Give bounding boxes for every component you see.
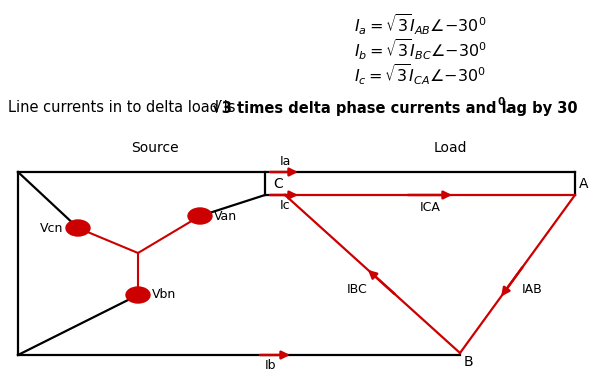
Text: $I_a = \sqrt{3}I_{AB}\angle{-30^0}$: $I_a = \sqrt{3}I_{AB}\angle{-30^0}$ (354, 12, 486, 37)
Text: Source: Source (131, 141, 179, 155)
Text: √3 times delta phase currents and lag by 30: √3 times delta phase currents and lag by… (212, 100, 578, 116)
Text: $I_c = \sqrt{3}I_{CA}\angle{-30^0}$: $I_c = \sqrt{3}I_{CA}\angle{-30^0}$ (354, 62, 486, 87)
Text: 0: 0 (497, 97, 504, 107)
Ellipse shape (126, 287, 150, 303)
Text: Load: Load (433, 141, 467, 155)
Text: Vcn: Vcn (40, 221, 63, 234)
Text: $I_b = \sqrt{3}I_{BC}\angle{-30^0}$: $I_b = \sqrt{3}I_{BC}\angle{-30^0}$ (354, 37, 486, 62)
Text: IAB: IAB (522, 283, 543, 296)
Text: Van: Van (214, 209, 237, 223)
Text: Ic: Ic (280, 199, 290, 212)
Text: ICA: ICA (419, 201, 440, 214)
Text: B: B (464, 355, 473, 369)
Text: Ib: Ib (264, 359, 276, 372)
Ellipse shape (188, 208, 212, 224)
Text: A: A (579, 177, 588, 191)
Text: C: C (273, 177, 283, 191)
Text: .: . (504, 100, 510, 115)
Text: Ia: Ia (280, 155, 292, 168)
Ellipse shape (66, 220, 90, 236)
Text: Vbn: Vbn (152, 289, 176, 301)
Text: IBC: IBC (346, 283, 367, 296)
Text: Line currents in to delta load is: Line currents in to delta load is (8, 100, 240, 115)
